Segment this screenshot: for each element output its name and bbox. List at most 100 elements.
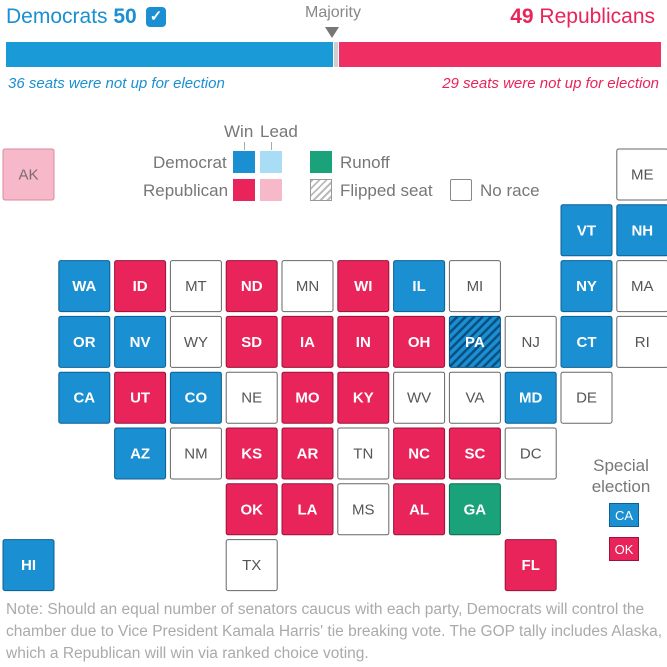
state-tile-box [393, 260, 446, 313]
state-tile-box [281, 371, 334, 424]
state-tile-ak: AK [2, 148, 55, 201]
state-tile-ma: MA [616, 260, 667, 313]
state-tile-fl: FL [504, 539, 557, 592]
state-tile-id: ID [114, 260, 167, 313]
state-tile-box [169, 315, 222, 368]
state-tile-az: AZ [114, 427, 167, 480]
undecided-seat-bar [334, 42, 338, 67]
state-label: SD [241, 334, 262, 351]
state-tile-box [504, 427, 557, 480]
state-label: CA [73, 390, 95, 407]
state-tile-ia: IA [281, 315, 334, 368]
state-label: RI [635, 334, 650, 351]
special-label-line2: election [591, 477, 651, 496]
state-tile-pa: PA [448, 315, 501, 368]
state-label: WY [184, 334, 208, 351]
state-label: AL [409, 501, 429, 518]
state-tile-oh: OH [393, 315, 446, 368]
state-tile-box [281, 427, 334, 480]
state-label: WA [72, 278, 96, 295]
republicans-seat-count: 49 [510, 5, 534, 28]
state-label: NC [408, 446, 430, 463]
state-label: MO [295, 390, 319, 407]
state-tile-ar: AR [281, 427, 334, 480]
state-tile-box [114, 260, 167, 313]
state-label: MA [631, 278, 654, 295]
state-tile-box [114, 371, 167, 424]
state-label: OH [408, 334, 431, 351]
legend-rep-lead-swatch [260, 179, 282, 201]
state-tile-box [169, 371, 222, 424]
state-tile-mn: MN [281, 260, 334, 313]
state-tile-box [560, 260, 613, 313]
state-tile-box [225, 483, 278, 536]
state-tile-box [504, 371, 557, 424]
state-tile-box [169, 427, 222, 480]
state-tile-ri: RI [616, 315, 667, 368]
state-tile-box [616, 315, 667, 368]
state-label: AR [297, 446, 319, 463]
state-tile-me: ME [616, 148, 667, 201]
republicans-label: Republicans [539, 5, 655, 28]
state-label: CO [185, 390, 208, 407]
special-label-line1: Special [593, 456, 649, 475]
state-tile-box [225, 315, 278, 368]
legend-runoff-label: Runoff [340, 153, 390, 172]
state-tile-box [2, 148, 55, 201]
dem-not-up-note: 36 seats were not up for election [8, 75, 225, 92]
state-label: MN [296, 278, 319, 295]
state-label: WV [407, 390, 431, 407]
majority-marker-icon [325, 27, 339, 38]
state-tile-box [616, 260, 667, 313]
state-label: AZ [130, 446, 150, 463]
state-tile-box [58, 315, 111, 368]
state-tile-box [448, 260, 501, 313]
state-tile-box [504, 315, 557, 368]
state-tile-box [337, 483, 390, 536]
democrats-label: Democrats [6, 5, 108, 28]
state-tile-wv: WV [393, 371, 446, 424]
state-tile-ut: UT [114, 371, 167, 424]
legend-democrat-label: Democrat [153, 153, 227, 172]
legend-flipped-label: Flipped seat [340, 181, 433, 200]
state-tile-box [281, 483, 334, 536]
state-label: AK [18, 167, 38, 184]
state-tile-al: AL [393, 483, 446, 536]
state-label: FL [522, 557, 540, 574]
state-label: IL [412, 278, 425, 295]
state-tile-box [616, 204, 667, 257]
state-label: NY [576, 278, 597, 295]
state-label: HI [21, 557, 36, 574]
state-label: TX [242, 557, 261, 574]
state-label: UT [130, 390, 150, 407]
state-tile-box [225, 371, 278, 424]
state-tile-nm: NM [169, 427, 222, 480]
legend-win-label: Win [224, 122, 254, 141]
state-label: NH [631, 222, 653, 239]
democrats-seat-count: 50 [113, 5, 137, 28]
state-label: IN [356, 334, 371, 351]
state-label: WI [354, 278, 372, 295]
legend-win-tick [244, 142, 245, 150]
state-tile-la: LA [281, 483, 334, 536]
state-tile-box [114, 315, 167, 368]
state-tile-box [58, 371, 111, 424]
state-label: CT [577, 334, 597, 351]
state-tile-dc: DC [504, 427, 557, 480]
footnote: Note: Should an equal number of senators… [6, 601, 663, 662]
state-tile-box [58, 260, 111, 313]
state-tile-box [560, 204, 613, 257]
state-label: OR [73, 334, 96, 351]
state-tile-hi: HI [2, 539, 55, 592]
state-tile-nv: NV [114, 315, 167, 368]
state-tile-box [616, 148, 667, 201]
special-election-ok: OK [609, 537, 639, 561]
state-tile-ny: NY [560, 260, 613, 313]
state-tile-ne: NE [225, 371, 278, 424]
state-tile-box [281, 260, 334, 313]
state-tile-box [448, 427, 501, 480]
state-tile-il: IL [393, 260, 446, 313]
state-tile-wa: WA [58, 260, 111, 313]
state-tile-box [393, 483, 446, 536]
